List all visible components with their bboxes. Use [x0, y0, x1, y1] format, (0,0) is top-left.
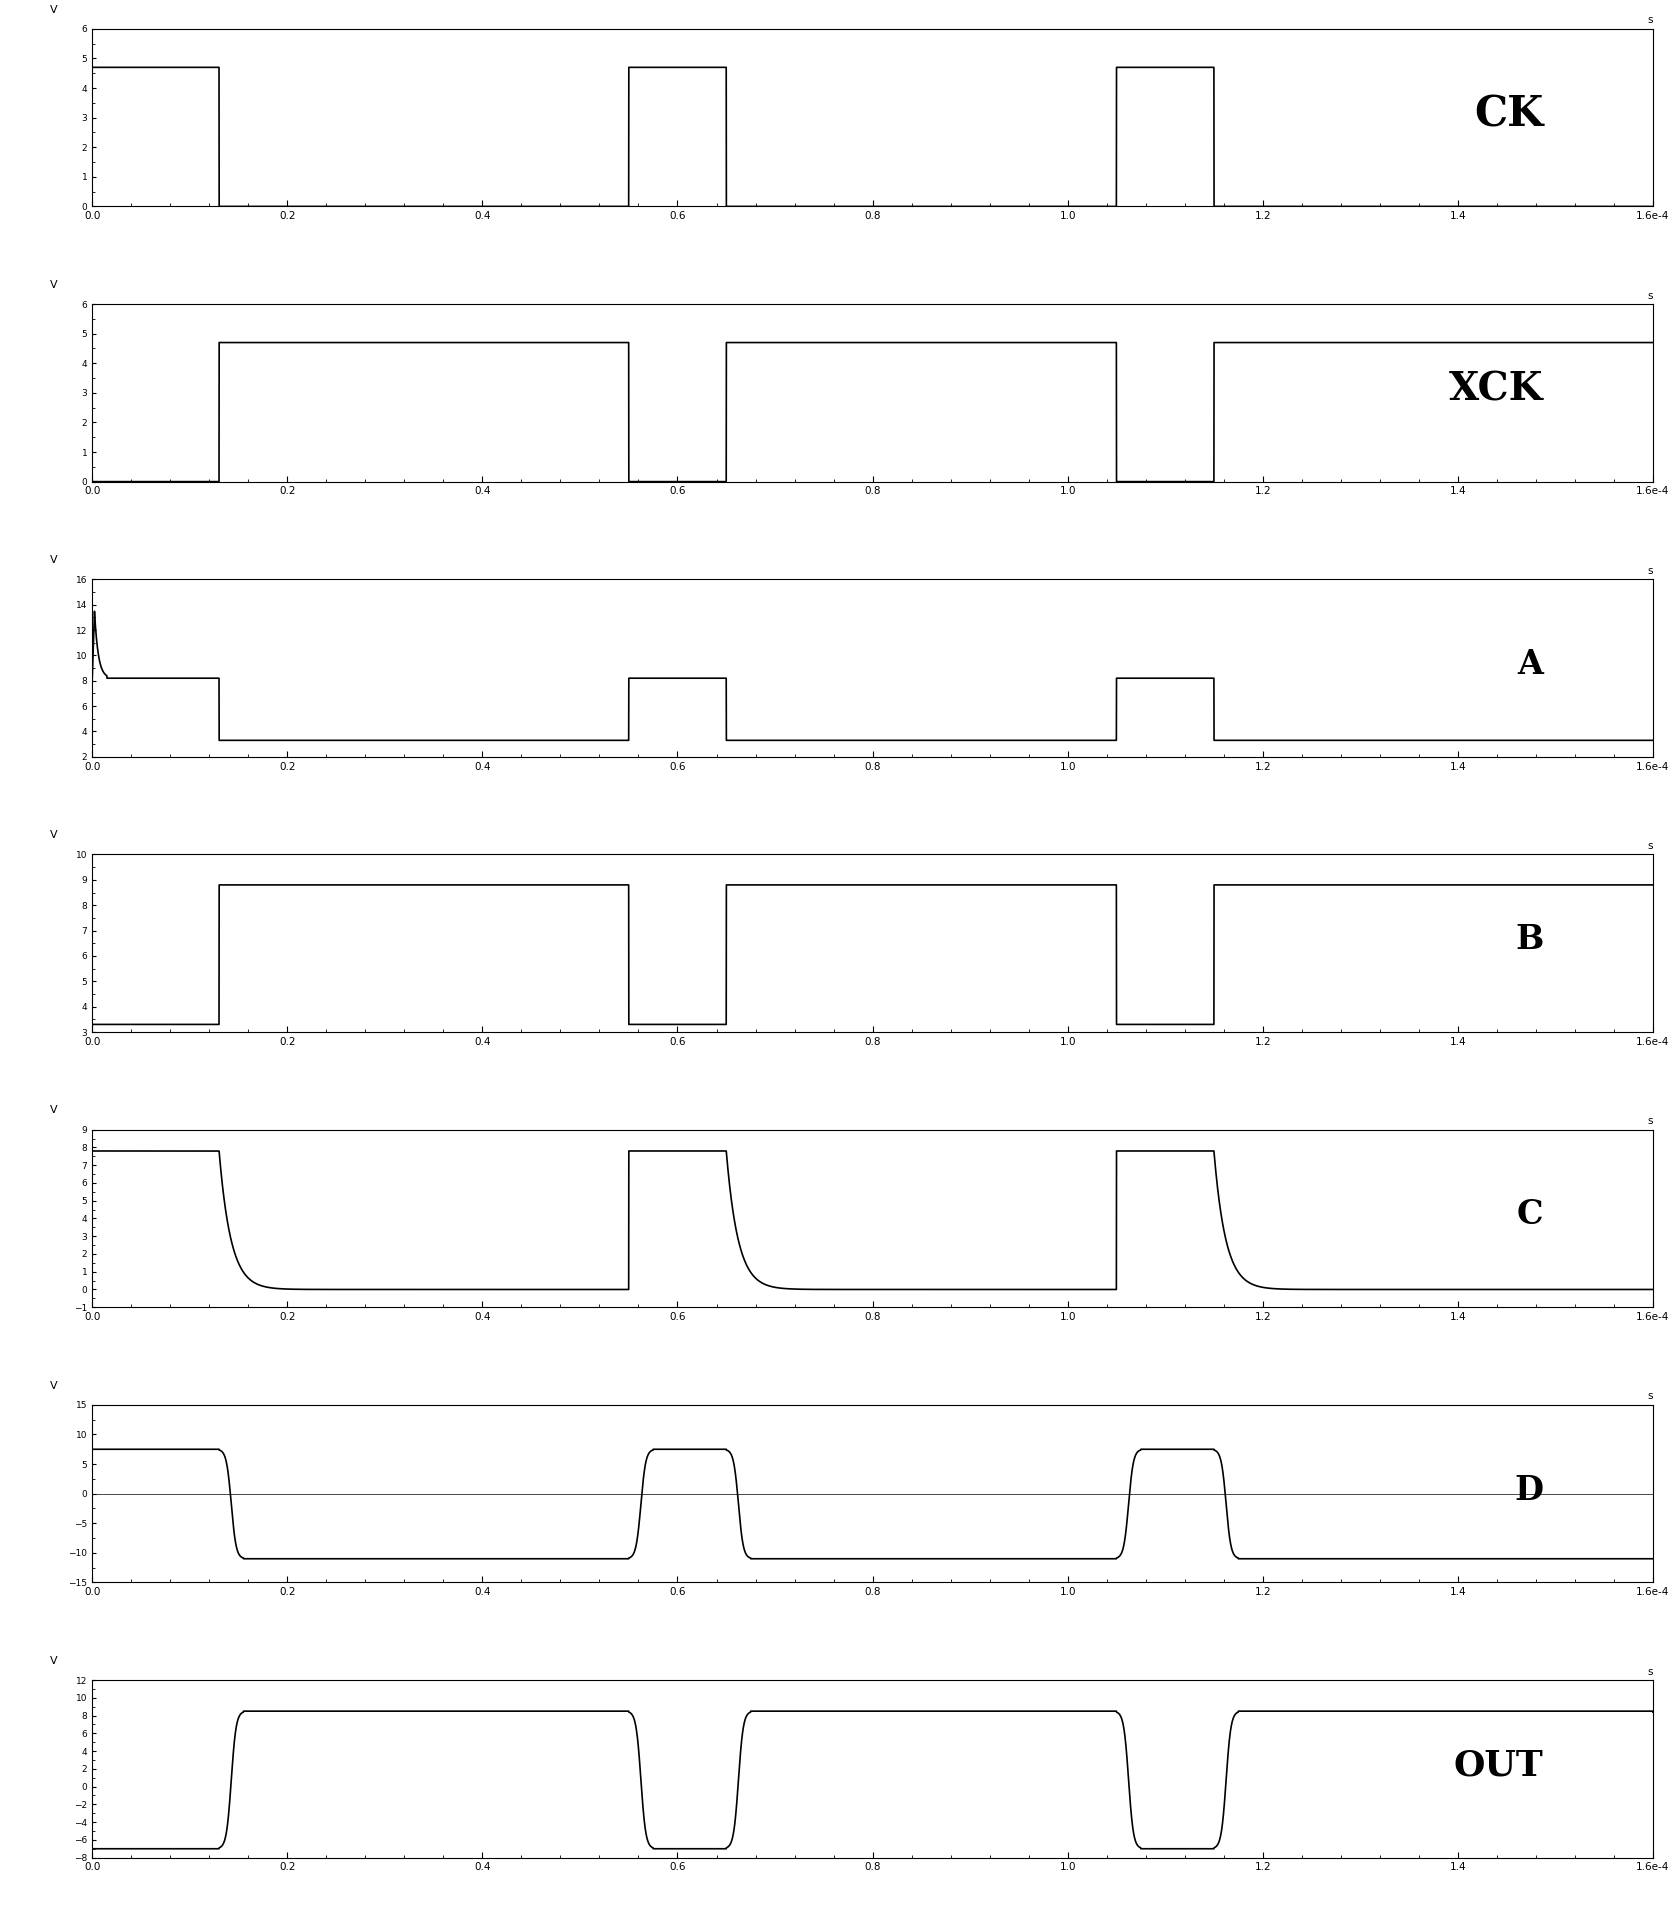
Text: s: s: [1648, 1667, 1653, 1677]
Text: s: s: [1648, 291, 1653, 300]
Text: D: D: [1515, 1475, 1544, 1507]
Text: s: s: [1648, 1116, 1653, 1126]
Text: A: A: [1517, 649, 1544, 681]
Text: B: B: [1515, 924, 1544, 957]
Text: V: V: [49, 1380, 57, 1390]
Text: V: V: [49, 4, 57, 15]
Text: V: V: [49, 1656, 57, 1665]
Text: OUT: OUT: [1453, 1748, 1544, 1783]
Text: s: s: [1648, 1392, 1653, 1401]
Text: CK: CK: [1475, 92, 1544, 135]
Text: s: s: [1648, 841, 1653, 851]
Text: s: s: [1648, 15, 1653, 25]
Text: C: C: [1517, 1199, 1544, 1232]
Text: V: V: [49, 554, 57, 566]
Text: V: V: [49, 279, 57, 291]
Text: V: V: [49, 1105, 57, 1115]
Text: V: V: [49, 830, 57, 841]
Text: s: s: [1648, 566, 1653, 576]
Text: XCK: XCK: [1450, 370, 1544, 408]
